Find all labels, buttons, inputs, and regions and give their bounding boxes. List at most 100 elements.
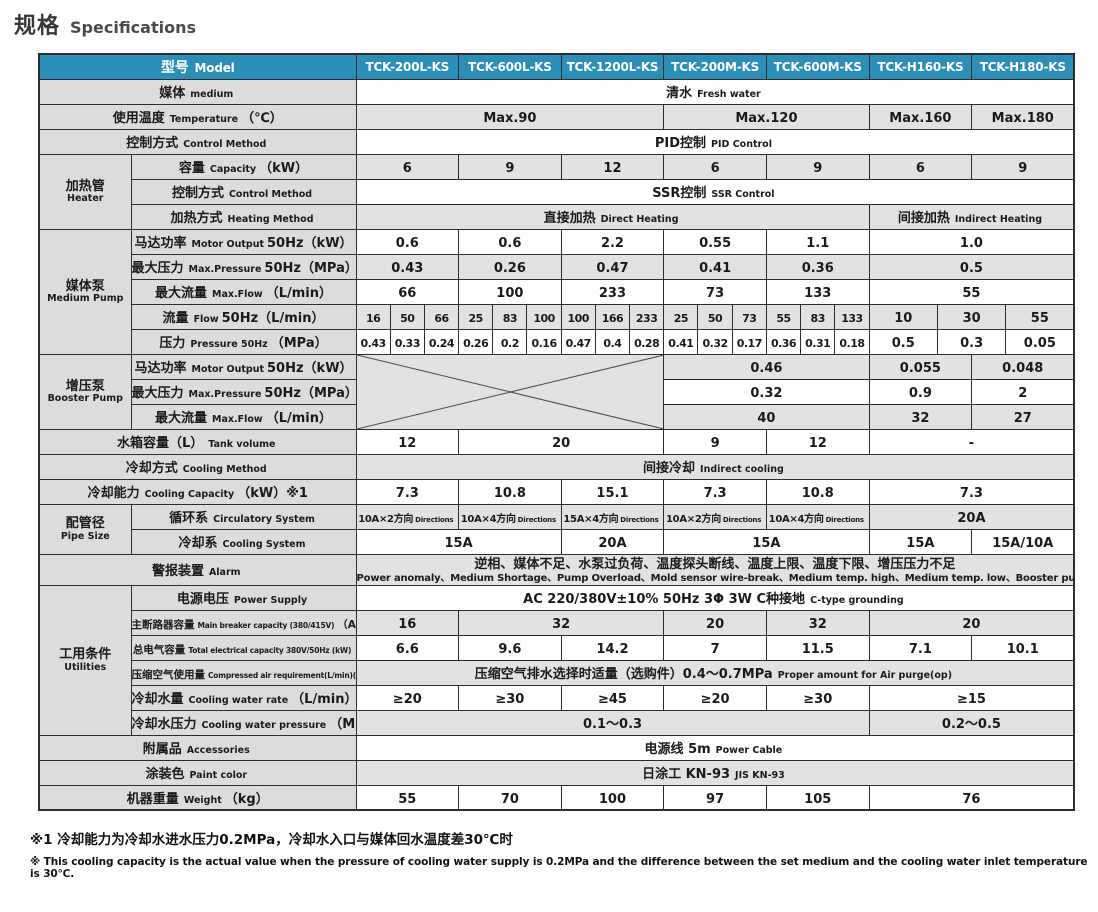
cell-value: 9 — [505, 161, 515, 176]
data-cell: 233 — [629, 303, 665, 330]
cell-value: 0.32 — [702, 337, 728, 350]
cell-value: 70 — [500, 791, 519, 807]
table-row: 压力 Pressure 50Hz （MPa） 0.43 0.33 0.24 0.26 0.2 0… — [39, 328, 1075, 355]
row-label: 马达功率 Motor Output 50Hz（kW） — [130, 353, 357, 380]
table-row: 冷却方式 Cooling Method 间接冷却 Indirect cooling — [38, 453, 1075, 480]
group-label-text: Pipe Size — [60, 530, 110, 542]
cell-value: 11.5 — [801, 642, 834, 657]
cell-value: 9 — [1018, 161, 1028, 176]
cell-text: Directions — [517, 516, 556, 524]
data-cell: 15.1 — [560, 478, 665, 505]
data-cell: 16 — [355, 609, 460, 636]
cell-value: ≥30 — [803, 692, 833, 707]
cell-text: Tank volume — [208, 439, 276, 450]
cell-text: C-type grounding — [810, 595, 904, 606]
cell-value: 12 — [603, 161, 622, 176]
data-cell: ≥15 — [868, 684, 1075, 711]
table-row: 警报装置 Alarm 逆相、媒体不足、水泵过负荷、温度探头断线、温度上限、温度下限、… — [38, 553, 1075, 586]
data-cell: 20A — [560, 528, 665, 555]
cell-value: 32 — [911, 411, 930, 426]
cell-text: （L/min） — [291, 692, 357, 707]
row-label: 冷却能力 Cooling Capacity （kW）※1 — [38, 478, 357, 505]
row-label: 冷却方式 Cooling Method — [38, 453, 357, 480]
cell-value: 9 — [710, 436, 720, 451]
row-label: 压缩空气使用量 Compressed air requirement(L/min)… — [130, 659, 357, 686]
cell-value: 15A — [906, 536, 935, 551]
cell-text: 型号 — [160, 59, 189, 76]
cell-value: 10.8 — [801, 486, 834, 501]
group-label-text: 加热管 — [65, 178, 105, 194]
cell-value: 97 — [706, 791, 725, 807]
table-row: 冷却能力 Cooling Capacity （kW）※1 7.3 10.8 15.1 7.3… — [38, 478, 1075, 505]
group-label-text: Heater — [67, 193, 104, 205]
cell-text: 控制方式 — [171, 186, 224, 201]
data-cell: 0.17 — [731, 328, 767, 355]
cell-value: ≥45 — [597, 692, 627, 707]
cell-value: 0.41 — [668, 337, 694, 350]
data-cell: 15A×4方向 Directions — [560, 503, 665, 530]
data-cell: 逆相、媒体不足、水泵过负荷、温度探头断线、温度上限、温度下限、增压压力不足 Pow… — [355, 553, 1075, 586]
data-cell: 55 — [868, 278, 1075, 305]
data-cell: 32 — [458, 609, 665, 636]
cell-text: 最大流量 — [155, 411, 208, 426]
data-cell: 0.5 — [868, 253, 1075, 280]
cell-text: 容量 — [178, 161, 205, 176]
cell-text: 电源电压 — [176, 592, 229, 607]
cell-value: 6 — [710, 161, 720, 176]
data-cell: 9 — [663, 428, 767, 455]
cell-value: 50 — [400, 312, 415, 325]
data-cell: 20 — [868, 609, 1075, 636]
cell-value: 105 — [804, 791, 832, 807]
row-label: 最大压力 Max.Pressure 50Hz（MPa） — [130, 378, 357, 405]
table-row: 冷却系 Cooling System 15A 20A 15A 15A 15A/10A — [39, 528, 1075, 555]
data-cell: Max.90 — [355, 103, 665, 130]
cell-text: 冷却方式 — [125, 461, 178, 476]
data-cell: 30 — [936, 303, 1007, 330]
page-title: 规格 Specifications — [14, 8, 1098, 40]
cell-text: 10A×2方向 — [666, 514, 721, 525]
cell-value: 16 — [398, 617, 417, 632]
model-header-label: 型号 Model — [38, 53, 357, 80]
group-label: 工用条件 Utilities — [38, 584, 132, 736]
data-cell: 73 — [731, 303, 767, 330]
data-cell: 6.6 — [355, 634, 460, 661]
cell-value: 0.47 — [565, 337, 592, 350]
cell-text: Fresh water — [697, 89, 761, 100]
cell-value: 15A — [444, 536, 473, 551]
data-cell: 压缩空气排水选择时适量（选购件）0.4～0.7MPa Proper amount … — [355, 659, 1075, 686]
table-row: 流量 Flow 50Hz（L/min） 16 50 66 25 83 100 100 166 233 2… — [39, 303, 1075, 330]
data-cell: Max.160 — [868, 103, 973, 130]
data-cell: 100 — [458, 278, 562, 305]
data-cell: 233 — [560, 278, 665, 305]
cell-text: 50Hz（kW） — [267, 236, 353, 251]
data-cell: 电源线 5m Power Cable — [355, 734, 1075, 761]
cell-text: Directions — [620, 516, 659, 524]
cell-value: 12 — [808, 436, 827, 451]
cell-value: 0.28 — [634, 337, 660, 350]
cell-value: 7 — [710, 642, 720, 657]
cell-text: （L） — [169, 436, 204, 451]
row-label: 容量 Capacity （kW） — [130, 153, 357, 180]
cell-text: Cooling water pressure — [201, 720, 327, 731]
cell-value: 20 — [552, 436, 571, 451]
cell-text: Heating Method — [227, 214, 314, 225]
table-row: 控制方式 Control Method SSR控制 SSR Control — [39, 178, 1075, 205]
cell-text: Capacity — [209, 164, 257, 175]
data-cell: 10.8 — [765, 478, 870, 505]
data-cell: 83 — [492, 303, 528, 330]
data-cell: 166 — [594, 303, 631, 330]
data-cell: 0.33 — [389, 328, 425, 355]
data-cell: 0.28 — [629, 328, 665, 355]
data-cell: 10.1 — [971, 634, 1075, 661]
data-cell: 0.05 — [1005, 328, 1075, 355]
model-header-tck-h180-ks: TCK-H180-KS — [971, 53, 1075, 80]
cell-text: （L/min） — [265, 286, 332, 301]
footnotes: ※1 冷却能力为冷却水进水压力0.2MPa，冷却水入口与媒体回水温度差30℃时 … — [30, 828, 1098, 880]
cell-value: 55 — [1030, 311, 1049, 326]
cell-text: Alarm — [208, 567, 241, 578]
data-cell: 15A/10A — [971, 528, 1075, 555]
cell-text: Pressure 50Hz — [190, 339, 268, 350]
cell-value: Max.160 — [889, 111, 952, 126]
cell-value: 20 — [962, 617, 981, 632]
data-cell: 0.4 — [594, 328, 631, 355]
